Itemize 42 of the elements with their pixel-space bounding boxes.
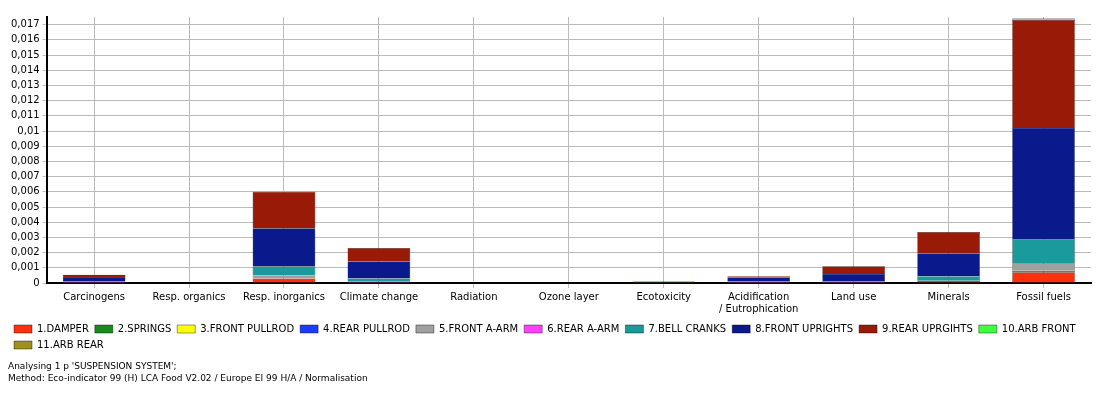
- legend-label: 8.FRONT UPRIGHTS: [755, 322, 854, 334]
- text: Analysing 1 p 'SUSPENSION SYSTEM';: [8, 360, 178, 372]
- legend-label: 2.SPRINGS: [117, 322, 172, 334]
- y-tick-label: 0,004: [10, 215, 40, 227]
- x-tick-label: Resp. inorganics: [242, 290, 326, 302]
- y-tick-label: 0,016: [10, 33, 40, 45]
- y-tick-label: 0,005: [10, 200, 40, 212]
- x-tick-label: Acidification / Eutrophication: [719, 290, 799, 314]
- legend-label: 3.FRONT PULLROD: [200, 322, 295, 334]
- y-tick-label: 0,014: [10, 63, 40, 75]
- legend-label: 5.FRONT A-ARM: [438, 322, 519, 334]
- legend-label: 11.ARB REAR: [37, 338, 104, 350]
- y-tick-label: 0,008: [10, 154, 40, 166]
- x-tick-label: Ozone layer: [538, 290, 600, 302]
- y-tick-label: 0,011: [10, 109, 40, 121]
- x-tick-label: Ecotoxicity: [636, 290, 692, 302]
- legend-label: 10.ARB FRONT: [1001, 322, 1077, 334]
- x-tick-label: Resp. organics: [152, 290, 226, 302]
- legend-label: 1.DAMPER: [37, 322, 89, 334]
- y-tick-label: 0,002: [10, 246, 40, 258]
- legend-label: 4.REAR PULLROD: [323, 322, 411, 334]
- y-tick-label: 0,007: [10, 170, 40, 182]
- y-tick-label: 0,013: [10, 78, 40, 90]
- x-tick-label: Fossil fuels: [1016, 290, 1071, 302]
- x-tick-label: Carcinogens: [63, 290, 125, 302]
- x-tick-label: Minerals: [927, 290, 970, 302]
- y-tick-label: 0,001: [10, 261, 40, 273]
- x-tick-label: Land use: [831, 290, 877, 302]
- y-tick-label: 0,012: [10, 94, 40, 106]
- y-tick-label: 0,01: [17, 124, 40, 136]
- y-tick-label: 0,009: [10, 139, 40, 151]
- y-tick-label: 0,003: [10, 230, 40, 242]
- x-tick-label: Climate change: [339, 290, 419, 302]
- y-tick-label: 0,015: [10, 48, 40, 60]
- y-tick-label: 0,017: [10, 18, 40, 30]
- legend-label: 7.BELL CRANKS: [648, 322, 727, 334]
- y-tick-label: 0: [33, 276, 40, 288]
- text: Method: Eco-indicator 99 (H) LCA Food V2.02 / Europe EI 99 H/A / Normalisation: [8, 372, 369, 384]
- legend-label: 9.REAR UPRGIHTS: [882, 322, 973, 334]
- legend-label: 6.REAR A-ARM: [547, 322, 620, 334]
- x-tick-label: Radiation: [450, 290, 498, 302]
- y-tick-label: 0,006: [10, 185, 40, 197]
